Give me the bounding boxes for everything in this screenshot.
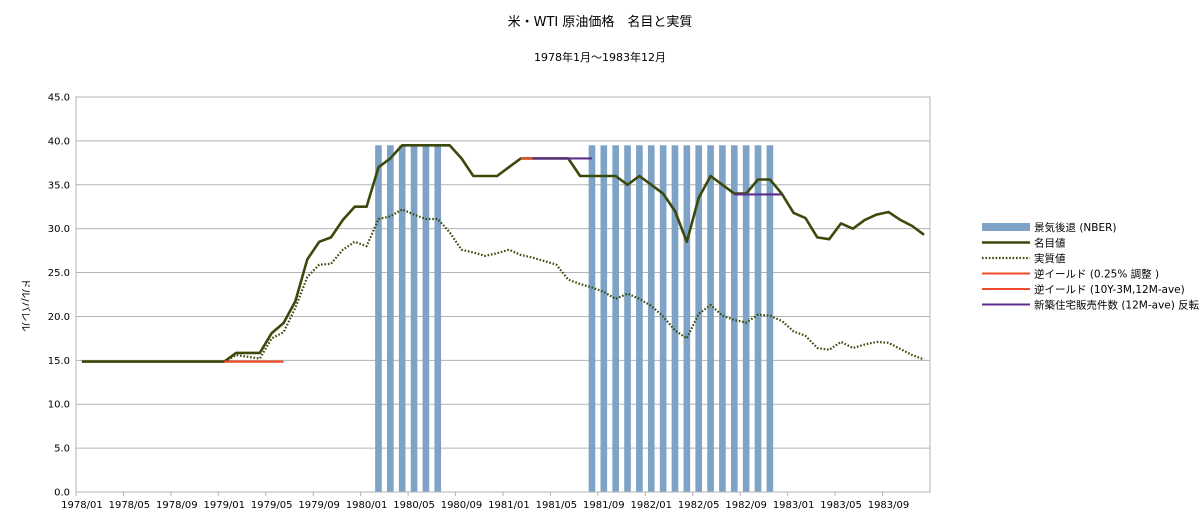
recession-bar: [671, 145, 679, 492]
legend-swatch: [982, 223, 1030, 231]
recession-bar: [719, 145, 726, 492]
y-tick-label: 15.0: [48, 356, 70, 367]
recession-bar: [588, 145, 596, 492]
recession-bar: [742, 145, 750, 492]
x-tick-label: 1981/09: [583, 500, 625, 511]
recession-bar: [434, 145, 442, 492]
plot-frame: [75, 96, 931, 493]
recession-bar: [386, 145, 394, 492]
y-tick-label: 5.0: [54, 444, 70, 455]
x-tick-labels: 1978/01 1978/05 1978/09 1979/01 1979/05 1979/…: [61, 500, 909, 511]
x-tick-label: 1979/09: [298, 500, 340, 511]
x-tick-label: 1980/09: [441, 500, 483, 511]
y-tick-label: 0.0: [54, 488, 70, 499]
y-tick-label: 20.0: [48, 312, 70, 323]
x-tick-label: 1978/05: [109, 500, 151, 511]
recession-bar: [683, 145, 691, 492]
recession-bar: [754, 145, 762, 492]
recession-bar: [600, 145, 608, 492]
recession-bar: [766, 145, 774, 492]
x-tick-label: 1980/01: [346, 500, 388, 511]
x-tick-label: 1983/05: [820, 500, 862, 511]
y-tick-label: 35.0: [48, 180, 70, 191]
x-tick-label: 1982/09: [725, 500, 767, 511]
x-tick-label: 1983/01: [773, 500, 815, 511]
recession-bar: [707, 145, 714, 492]
recession-bar: [636, 145, 643, 492]
x-tick-label: 1979/01: [203, 500, 245, 511]
chart-title: 米・WTI 原油価格 名目と実質: [508, 14, 693, 30]
recession-bar: [398, 145, 406, 492]
legend-label: 逆イールド (10Y-3M,12M-ave): [1034, 283, 1185, 296]
recession-bar: [659, 145, 667, 492]
x-tick-label: 1982/01: [630, 500, 672, 511]
recession-bar: [410, 145, 418, 492]
legend-label: 新築住宅販売件数 (12M-ave) 反転: [1034, 299, 1200, 312]
recession-bar: [612, 145, 620, 492]
chart-subtitle: 1978年1月〜1983年12月: [534, 50, 666, 64]
legend-label: 逆イールド (0.25% 調整 ): [1034, 268, 1159, 281]
recession-bar: [375, 145, 382, 492]
x-tick-label: 1980/05: [393, 500, 435, 511]
legend-label: 実質値: [1034, 252, 1066, 265]
recession-bar: [422, 145, 430, 492]
axes: [75, 96, 931, 496]
y-tick-labels: 0.0 5.0 10.0 15.0 20.0 25.0 30.0 35.0 40.0 45.0: [48, 93, 70, 499]
series-lines: [81, 144, 925, 363]
x-tick-label: 1981/01: [488, 500, 530, 511]
legend-label: 景気後退 (NBER): [1034, 221, 1117, 234]
x-tick-label: 1981/05: [536, 500, 578, 511]
y-tick-label: 45.0: [48, 93, 70, 104]
x-tick-label: 1983/09: [868, 500, 910, 511]
x-tick-label: 1979/05: [251, 500, 293, 511]
y-tick-label: 40.0: [48, 136, 70, 147]
y-tick-label: 25.0: [48, 268, 70, 279]
real-price-line: [81, 208, 925, 363]
y-axis-label: ドル/バレル: [19, 278, 31, 331]
nominal-price-line: [81, 144, 925, 363]
x-tick-label: 1978/01: [61, 500, 103, 511]
recession-bar: [695, 145, 703, 492]
x-tick-label: 1982/05: [678, 500, 720, 511]
recession-bar: [647, 145, 655, 492]
x-tick-label: 1978/09: [156, 500, 198, 511]
recession-bars: [375, 145, 774, 492]
gridlines: [76, 96, 930, 493]
y-tick-label: 10.0: [48, 400, 70, 411]
recession-bar: [624, 145, 631, 492]
y-tick-label: 30.0: [48, 224, 70, 235]
legend-label: 名目値: [1034, 237, 1066, 250]
recession-bar: [730, 145, 738, 492]
